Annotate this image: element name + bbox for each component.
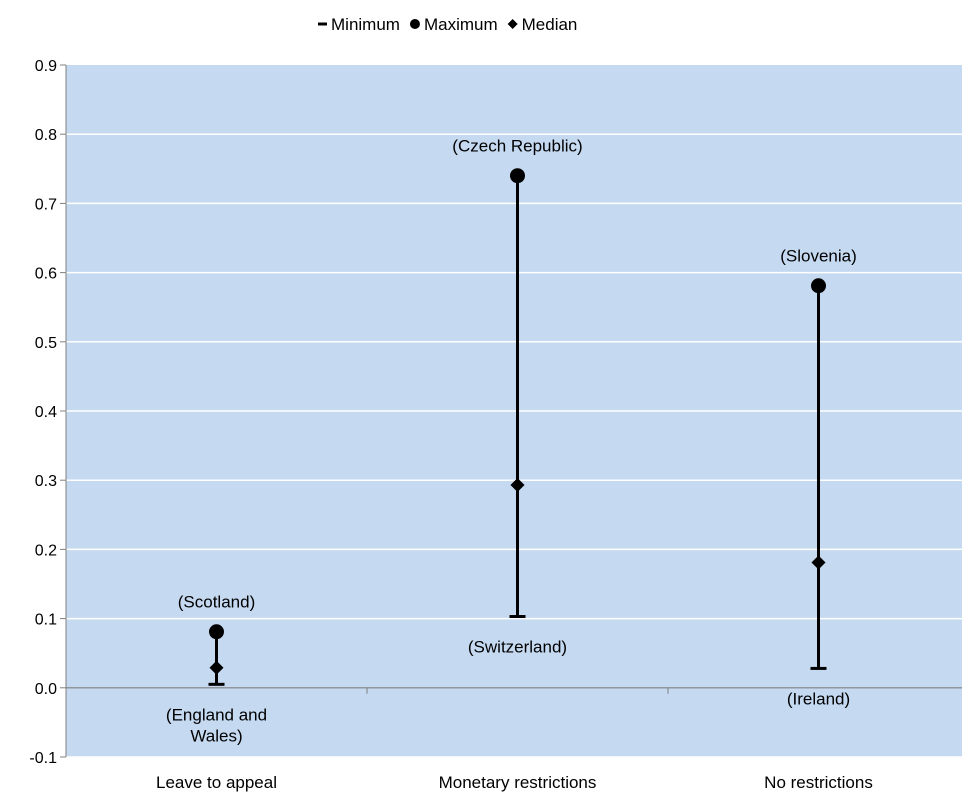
legend-label-0: Minimum xyxy=(331,15,400,34)
legend-marker-median xyxy=(507,19,518,29)
minimum-marker-1 xyxy=(509,615,526,619)
y-tick-label-9: 0.8 xyxy=(35,127,57,144)
minimum-marker-2 xyxy=(810,666,827,670)
median-marker-0 xyxy=(209,660,224,675)
y-tick-label-2: 0.1 xyxy=(35,612,57,629)
annotation-3-line-0: (Switzerland) xyxy=(468,638,567,657)
annotation-4-line-0: (Slovenia) xyxy=(780,247,857,266)
maximum-marker-1 xyxy=(510,168,525,184)
legend-marker-minimum xyxy=(318,22,327,26)
maximum-marker-0 xyxy=(209,624,224,640)
x-category-label-0: Leave to appeal xyxy=(156,773,277,792)
median-marker-2 xyxy=(811,555,826,570)
annotation-5-line-0: (Ireland) xyxy=(787,689,850,708)
y-tick-label-7: 0.6 xyxy=(35,266,57,283)
annotation-1-line-1: Wales) xyxy=(190,726,242,745)
y-tick-label-10: 0.9 xyxy=(35,58,57,75)
legend-marker-maximum xyxy=(409,19,420,29)
x-axis: Leave to appeal Monetary restrictions No r… xyxy=(66,687,962,792)
legend: Minimum Maximum Median xyxy=(318,15,577,34)
legend-label-2: Median xyxy=(522,15,578,34)
y-tick-label-5: 0.4 xyxy=(35,404,57,421)
legend-label-1: Maximum xyxy=(424,15,498,34)
annotation-1-line-0: (England and xyxy=(166,705,267,724)
y-axis: -0.1 0.0 0.1 0.2 0.3 0.4 0.5 0.6 0.7 0.8 0.9 xyxy=(29,58,67,767)
median-marker-1 xyxy=(510,478,525,493)
annotation-0-line-0: (Scotland) xyxy=(178,593,255,612)
x-category-label-1: Monetary restrictions xyxy=(439,773,597,792)
y-tick-label-8: 0.7 xyxy=(35,196,57,213)
y-tick-label-3: 0.2 xyxy=(35,542,57,559)
x-category-label-2: No restrictions xyxy=(764,773,873,792)
y-tick-label-6: 0.5 xyxy=(35,335,57,352)
y-tick-label-4: 0.3 xyxy=(35,473,57,490)
data-marks xyxy=(208,168,827,686)
y-tick-label-1: 0.0 xyxy=(35,681,57,698)
annotation-2-line-0: (Czech Republic) xyxy=(452,137,582,156)
maximum-marker-2 xyxy=(811,278,826,294)
minimum-marker-0 xyxy=(208,682,225,686)
annotations: (Scotland) (England and Wales) (Czech Repub… xyxy=(166,137,857,746)
y-tick-label-0: -0.1 xyxy=(29,750,57,767)
